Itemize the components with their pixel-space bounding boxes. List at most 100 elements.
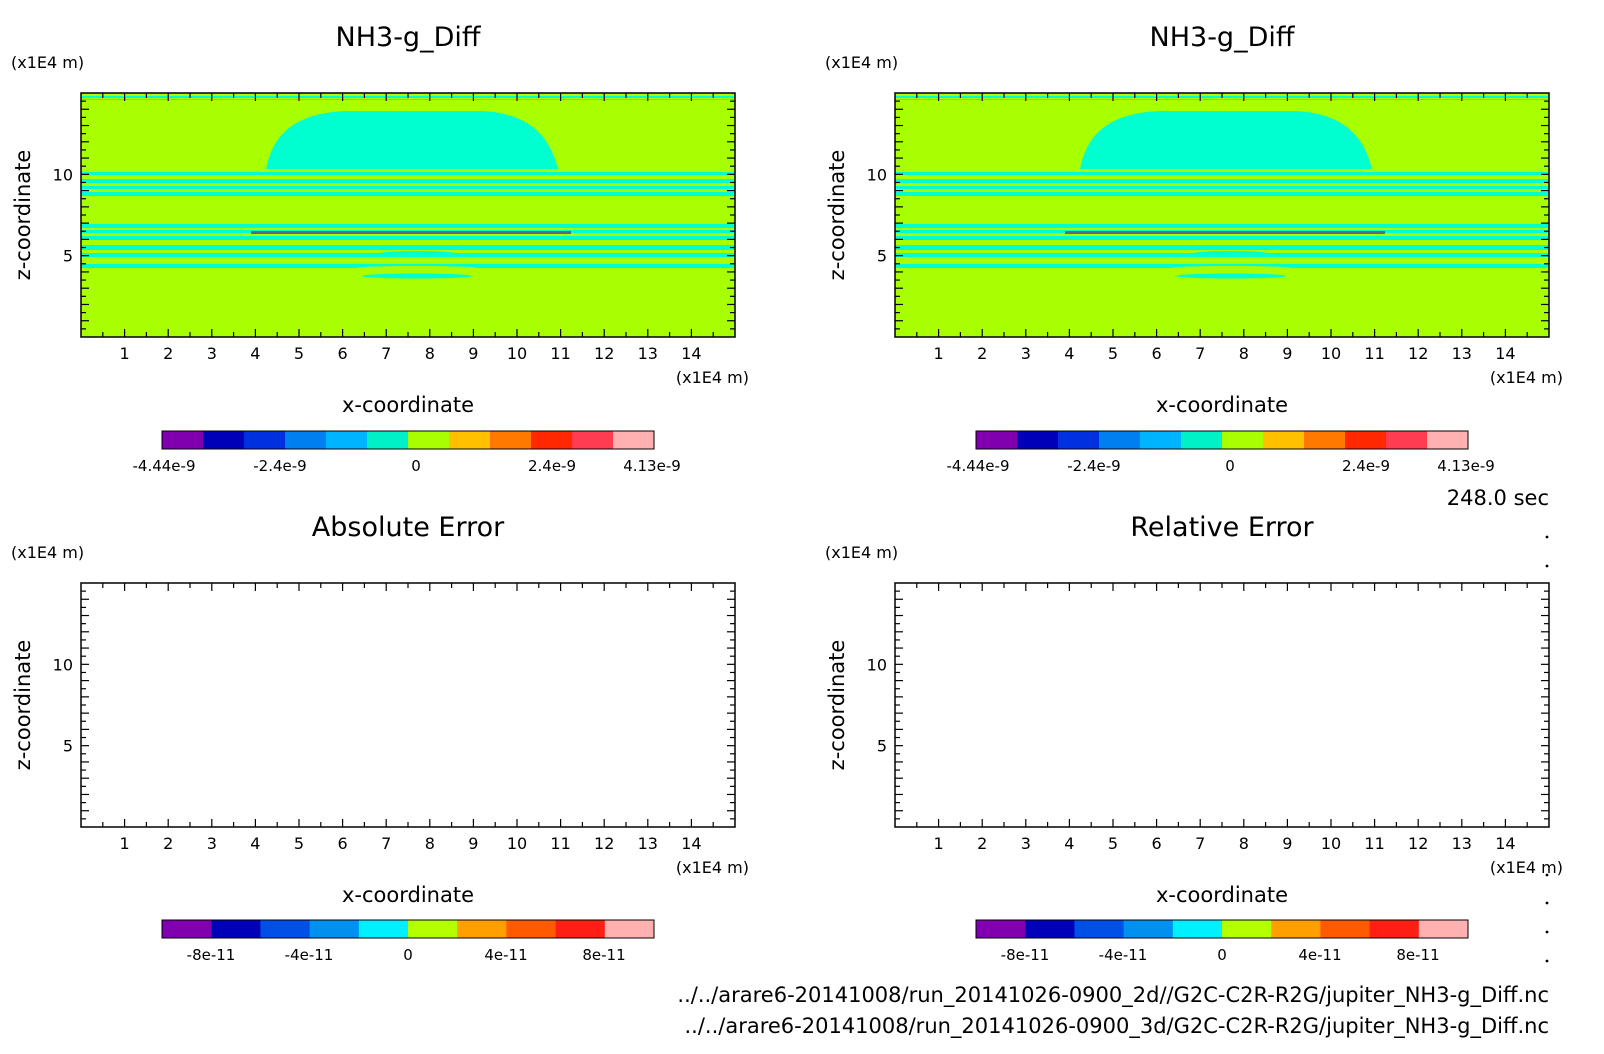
x-tick-label: 2 (977, 834, 987, 853)
field-band (81, 179, 735, 183)
colorbar-label: 0 (403, 946, 413, 964)
axis-ticks (81, 93, 735, 337)
x-tick-label: 7 (1195, 344, 1205, 363)
colorbar-swatch (1222, 431, 1264, 449)
y-unit-label: (x1E4 m) (825, 543, 898, 562)
x-tick-label: 14 (1495, 344, 1515, 363)
colorbar-label: 2.4e-9 (528, 457, 576, 475)
panel-title: Absolute Error (312, 512, 505, 543)
x-tick-label: 1 (934, 834, 944, 853)
x-tick-label: 1 (120, 834, 130, 853)
field-lens (1176, 273, 1286, 279)
field-plume (266, 111, 558, 169)
x-tick-label: 6 (1152, 834, 1162, 853)
x-axis-label: x-coordinate (1156, 883, 1288, 907)
field-dark-core (251, 231, 571, 234)
field-band (81, 264, 735, 268)
x-tick-label: 11 (550, 834, 570, 853)
colorbar-swatch (408, 431, 450, 449)
colorbar-label: 4e-11 (1298, 946, 1341, 964)
colorbar-swatch (1172, 920, 1223, 938)
colorbar-label: 8e-11 (1396, 946, 1439, 964)
x-axis-label: x-coordinate (1156, 393, 1288, 417)
colorbar-swatch (506, 920, 557, 938)
x-tick-label: 9 (1282, 834, 1292, 853)
x-tick-label: 7 (381, 834, 391, 853)
field-band (81, 99, 735, 100)
x-tick-label: 12 (594, 834, 614, 853)
x-tick-label: 9 (1282, 344, 1292, 363)
time-marker-dots (1545, 535, 1549, 963)
y-axis-label: z-coordinate (825, 640, 849, 771)
colorbar-label: 0 (1225, 457, 1235, 475)
panels: NH3-g_Diff(x1E4 m)1 2 3 4 5 6 7 8 9 10 11 12 13 14510… (11, 22, 1563, 964)
axis-ticks (81, 583, 735, 827)
field-band (895, 236, 1549, 240)
colorbar-swatch (1418, 920, 1469, 938)
x-tick-label: 9 (468, 834, 478, 853)
colorbar: -8e-11 -4e-11 0 4e-11 8e-11 (975, 919, 1469, 964)
field-plume (1080, 111, 1372, 169)
plot-frame (80, 582, 736, 828)
x-tick-label: 8 (425, 344, 435, 363)
colorbar-swatch (244, 431, 286, 449)
colorbar-swatch (490, 431, 532, 449)
file-path-3d: ../../arare6-20141008/run_20141026-0900_… (684, 1014, 1549, 1039)
axis-ticks (895, 93, 1549, 337)
time-label: 248.0 sec (1447, 486, 1549, 510)
colorbar-swatch (408, 920, 458, 938)
y-tick-label: 10 (867, 655, 887, 674)
colorbar-swatch (1345, 431, 1387, 449)
x-tick-label: 12 (594, 344, 614, 363)
x-tick-label: 3 (1021, 834, 1031, 853)
field-lens (1191, 251, 1271, 257)
colorbar-swatch (976, 920, 1026, 938)
y-tick-label: 5 (63, 737, 73, 756)
x-tick-label: 9 (468, 344, 478, 363)
colorbar-swatch (1123, 920, 1174, 938)
colorbar-label: 8e-11 (582, 946, 625, 964)
x-tick-label: 11 (1364, 344, 1384, 363)
colorbar-label: -2.4e-9 (1067, 457, 1120, 475)
x-tick-label: 5 (1108, 344, 1118, 363)
field-lens (1171, 266, 1291, 270)
colorbar-label: -4.44e-9 (947, 457, 1010, 475)
panel-title: NH3-g_Diff (336, 22, 482, 53)
field-lens (362, 273, 472, 279)
colorbar-label: 0 (1217, 946, 1227, 964)
colorbar-swatch (976, 431, 1018, 449)
colorbar-label: -8e-11 (187, 946, 236, 964)
x-tick-label: 7 (381, 344, 391, 363)
colorbar-swatch (1140, 431, 1182, 449)
file-path-2d: ../../arare6-20141008/run_20141026-0900_… (677, 983, 1549, 1008)
axis-ticks (895, 583, 1549, 827)
x-tick-label: 14 (1495, 834, 1515, 853)
field-band (81, 224, 735, 228)
y-tick-label: 5 (63, 247, 73, 266)
field-band (895, 186, 1549, 189)
x-tick-label: 7 (1195, 834, 1205, 853)
x-tick-label: 3 (207, 834, 217, 853)
x-unit-label: (x1E4 m) (1490, 368, 1563, 387)
x-tick-label: 2 (163, 344, 173, 363)
y-tick-label: 5 (877, 737, 887, 756)
field-band (81, 245, 735, 250)
field-band (895, 179, 1549, 183)
x-tick-label: 1 (120, 344, 130, 363)
colorbar-swatch (1369, 920, 1420, 938)
x-tick-label: 4 (1064, 344, 1074, 363)
colorbar-label: -4e-11 (285, 946, 334, 964)
colorbar-swatch (555, 920, 606, 938)
x-tick-label: 8 (425, 834, 435, 853)
field-band (895, 192, 1549, 196)
colorbar: -4.44e-9 -2.4e-9 0 2.4e-9 4.13e-9 (133, 430, 681, 475)
colorbar-frame (161, 430, 655, 450)
colorbar-frame (161, 919, 655, 939)
x-tick-label: 6 (338, 834, 348, 853)
plot-area (895, 93, 1549, 337)
field-band (895, 172, 1549, 175)
colorbar-swatch (285, 431, 327, 449)
x-tick-label: 10 (1321, 834, 1341, 853)
y-unit-label: (x1E4 m) (11, 543, 84, 562)
